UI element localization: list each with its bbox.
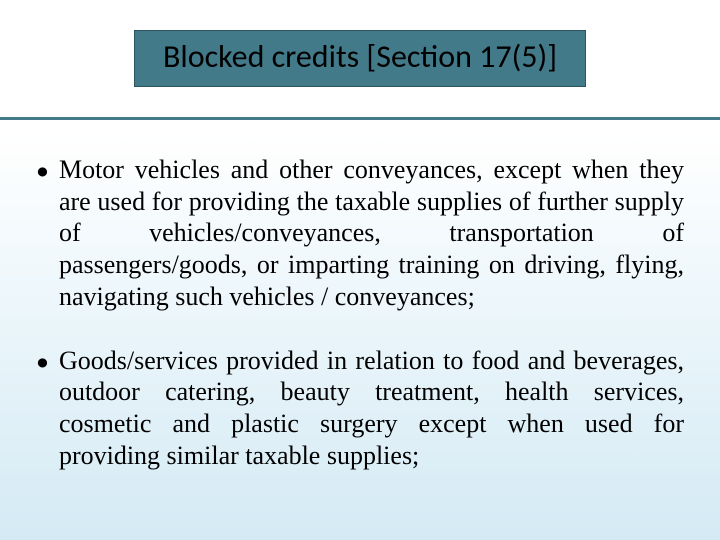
bullet-text: Goods/services provided in relation to f… [59,345,684,472]
content-area: • Motor vehicles and other conveyances, … [0,120,720,471]
title-box: Blocked credits [Section 17(5)] [134,30,586,87]
bullet-marker: • [36,345,49,472]
bullet-item: • Motor vehicles and other conveyances, … [36,154,684,313]
bullet-item: • Goods/services provided in relation to… [36,345,684,472]
slide-title: Blocked credits [Section 17(5)] [163,39,557,76]
title-band: Blocked credits [Section 17(5)] [0,0,720,120]
bullet-marker: • [36,154,49,313]
bullet-text: Motor vehicles and other conveyances, ex… [59,154,684,313]
